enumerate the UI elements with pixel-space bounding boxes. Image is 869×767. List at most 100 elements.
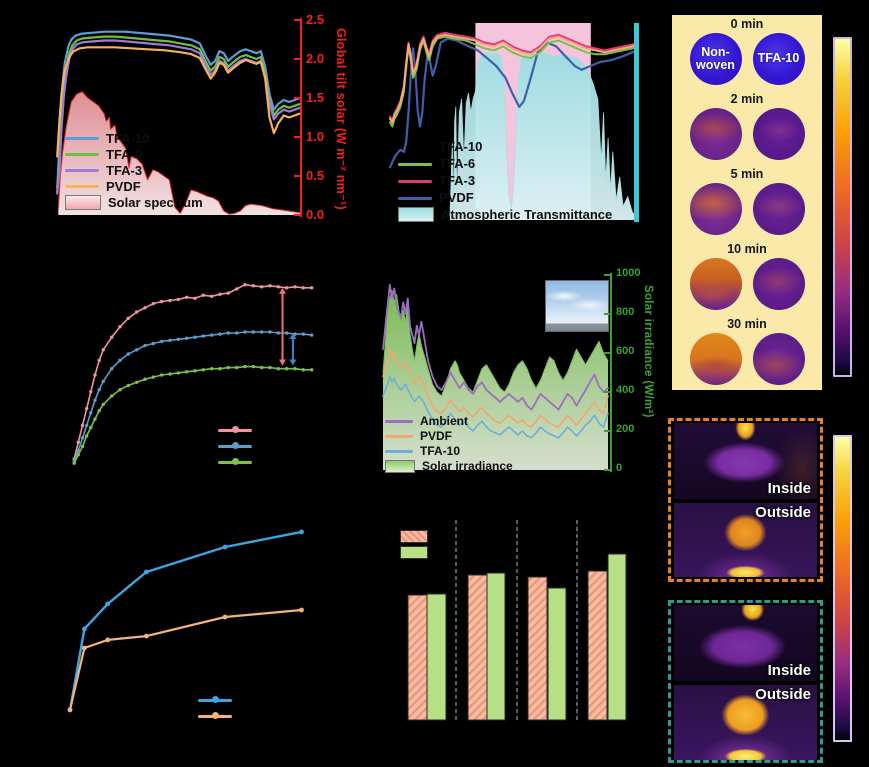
tick-label: 2.0 xyxy=(306,51,325,66)
tick-mark xyxy=(294,175,300,177)
legend-label: Atmospheric Transmittance xyxy=(441,207,613,222)
tick-label: 1.0 xyxy=(306,129,325,144)
tick-mark xyxy=(604,469,610,471)
legend-swatch xyxy=(218,454,252,470)
legend-label: PVDF xyxy=(439,190,474,205)
thermal-row: 30 min xyxy=(672,315,822,390)
legend-item xyxy=(400,528,435,544)
legend-label: TFA-10 xyxy=(106,130,150,146)
legend-bars xyxy=(400,528,435,560)
thermal-image-mask-inside: Inside xyxy=(674,423,817,499)
bar-chart xyxy=(407,520,627,721)
legend-reflectance: TFA-10 TFA-6 TFA-3 PVDF Solar spectrum xyxy=(65,130,203,210)
legend-item: TFA-3 xyxy=(398,172,612,189)
temperature-colorbar xyxy=(833,37,852,377)
inside-label: Inside xyxy=(767,480,811,497)
thermal-sample-nonwoven: Non- woven xyxy=(689,33,742,85)
tick-mark xyxy=(294,19,300,21)
legend-item: TFA-6 xyxy=(65,146,203,162)
legend-label: Ambient xyxy=(420,413,468,428)
legend-swatch xyxy=(385,443,413,459)
panel-thermal-time-series: 0 min Non- woven TFA-10 2 min 5 min 10 min 30 … xyxy=(672,15,822,390)
legend-swatch xyxy=(385,459,415,473)
time-label: 30 min xyxy=(727,317,767,331)
legend-item xyxy=(218,422,259,438)
tick-label: 1000 xyxy=(616,267,641,279)
legend-swatch xyxy=(398,207,434,222)
time-label: 2 min xyxy=(730,92,764,106)
legend-item: PVDF xyxy=(385,428,513,443)
axis-spine xyxy=(300,18,302,217)
tick-mark xyxy=(294,97,300,99)
legend-label: PVDF xyxy=(106,178,141,194)
panel-heating-curves xyxy=(0,250,365,500)
tick-label: 0.5 xyxy=(306,168,325,183)
outside-label: Outside xyxy=(755,504,811,521)
tick-label: 400 xyxy=(616,384,635,396)
tick-label: 600 xyxy=(616,345,635,357)
legend-emissivity: TFA-10 TFA-6 TFA-3 PVDF Atmospheric Tran… xyxy=(398,138,612,223)
emissivity-chart xyxy=(388,23,639,220)
thermal-sample-tfa10: TFA-10 xyxy=(752,33,805,85)
tick-mark xyxy=(604,313,610,315)
thermal-pair: Non- woven TFA-10 xyxy=(672,33,822,85)
time-label: 0 min xyxy=(730,17,764,31)
thermal-sample-tfa10 xyxy=(752,258,805,310)
legend-item: TFA-3 xyxy=(65,162,203,178)
thermal-sample-nonwoven xyxy=(689,333,742,385)
legend-label: TFA-3 xyxy=(439,173,476,188)
thermal-image-face-outside: Outside xyxy=(674,685,817,760)
tick-label: 0 xyxy=(616,462,623,474)
tick-mark xyxy=(604,274,610,276)
legend-label: TFA-3 xyxy=(106,162,143,178)
legend-item xyxy=(218,454,259,470)
legend-swatch xyxy=(65,130,99,146)
heating-chart xyxy=(72,283,314,465)
legend-swatch xyxy=(398,139,432,155)
thermal-pair xyxy=(672,258,822,310)
thermal-rows: 0 min Non- woven TFA-10 2 min 5 min 10 min 30 … xyxy=(672,15,822,390)
legend-swatch xyxy=(198,692,232,708)
legend-label: PVDF xyxy=(420,428,453,443)
thermal-row: 5 min xyxy=(672,165,822,240)
legend-outdoor: Ambient PVDF TFA-10 Solar irradiance xyxy=(385,413,513,474)
legend-swatch xyxy=(398,173,432,189)
inside-label: Inside xyxy=(767,662,811,679)
legend-item xyxy=(400,544,435,560)
legend-heating xyxy=(218,422,259,470)
temperature-colorbar xyxy=(833,435,852,742)
sample-label: Non- woven xyxy=(696,44,735,72)
tick-label: 0.0 xyxy=(306,207,325,222)
thermal-pair xyxy=(672,183,822,235)
tick-label: 2.5 xyxy=(306,12,325,27)
legend-label: TFA-6 xyxy=(106,146,143,162)
panel-outdoor-test: Ambient PVDF TFA-10 Solar irradiance Sol… xyxy=(370,255,670,505)
thermal-sample-nonwoven xyxy=(689,183,742,235)
legend-swatch xyxy=(385,413,413,429)
time-label: 5 min xyxy=(730,167,764,181)
thermal-image-mask-inside: Inside xyxy=(674,605,817,681)
panel-emissivity-spectra: TFA-10 TFA-6 TFA-3 PVDF Atmospheric Tran… xyxy=(370,0,670,248)
legend-item: TFA-6 xyxy=(398,155,612,172)
sky-photo-inset xyxy=(545,280,609,332)
tick-mark xyxy=(294,58,300,60)
thermal-sample-nonwoven xyxy=(689,108,742,160)
sample-label: TFA-10 xyxy=(757,51,800,66)
tick-mark xyxy=(604,430,610,432)
axis-spine xyxy=(610,273,612,472)
legend-label: TFA-10 xyxy=(439,139,483,154)
thermal-pair xyxy=(672,108,822,160)
legend-item: Ambient xyxy=(385,413,513,428)
legend-item xyxy=(198,692,239,708)
legend-swatch xyxy=(65,146,99,162)
outdoor-chart xyxy=(382,283,609,470)
legend-item xyxy=(198,708,239,724)
tick-label: 1.5 xyxy=(306,90,325,105)
time-label: 10 min xyxy=(727,242,767,256)
thermal-sample-tfa10 xyxy=(752,183,805,235)
tick-mark xyxy=(604,391,610,393)
legend-swatch xyxy=(65,162,99,178)
legend-swatch xyxy=(398,190,432,206)
tick-label: 200 xyxy=(616,423,635,435)
axis-title-solar-irradiance: Solar irradiance (W/m²) xyxy=(642,285,654,418)
